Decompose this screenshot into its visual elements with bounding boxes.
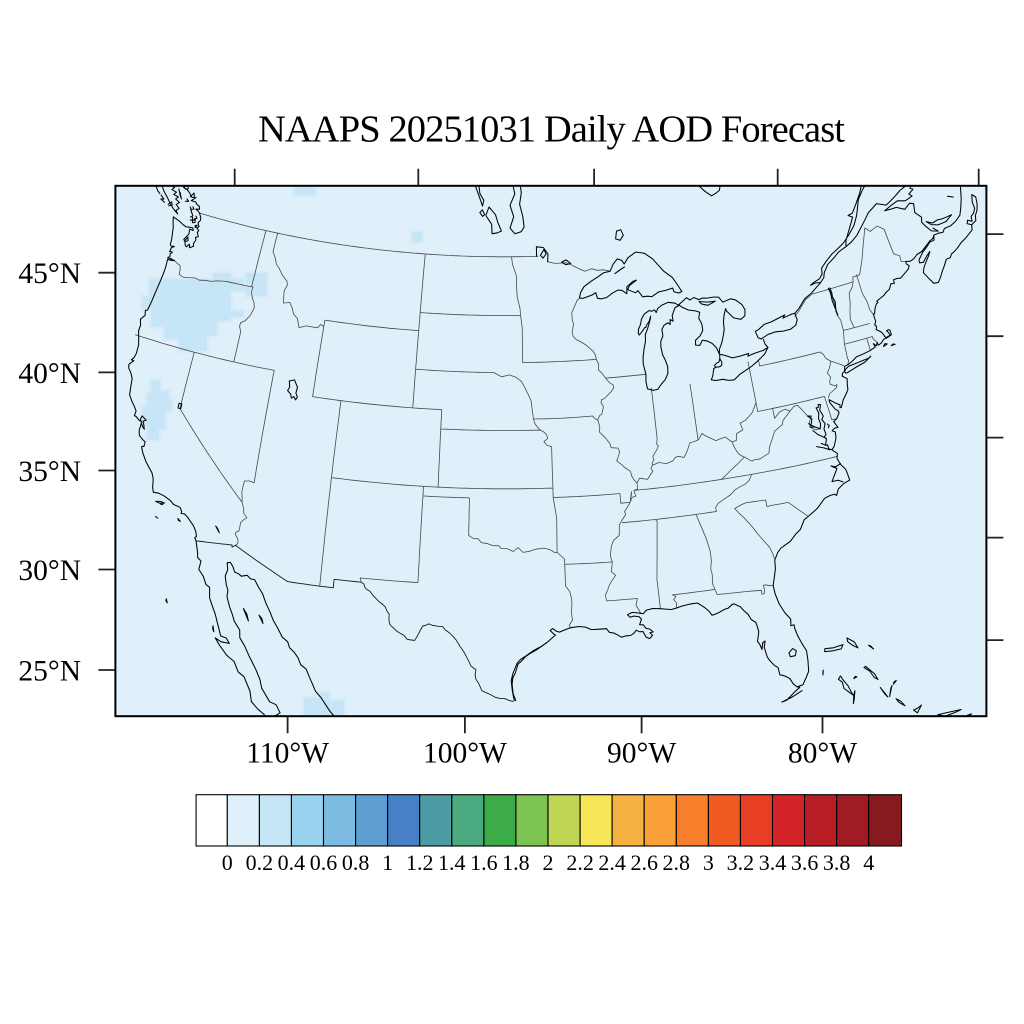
svg-text:25°N: 25°N	[18, 655, 81, 687]
svg-text:3.2: 3.2	[727, 850, 755, 875]
svg-text:2.4: 2.4	[598, 850, 626, 875]
svg-text:3.8: 3.8	[823, 850, 851, 875]
svg-text:2: 2	[543, 850, 554, 875]
svg-text:3.4: 3.4	[759, 850, 787, 875]
svg-text:110°W: 110°W	[246, 737, 329, 769]
svg-text:0.2: 0.2	[246, 850, 274, 875]
svg-text:1.8: 1.8	[502, 850, 530, 875]
svg-text:0.8: 0.8	[342, 850, 370, 875]
svg-text:45°N: 45°N	[18, 258, 81, 290]
svg-text:2.8: 2.8	[663, 850, 691, 875]
svg-text:2.6: 2.6	[630, 850, 658, 875]
svg-text:100°W: 100°W	[423, 737, 507, 769]
svg-text:90°W: 90°W	[607, 737, 676, 769]
svg-text:NAAPS 20251031 Daily AOD Forec: NAAPS 20251031 Daily AOD Forecast	[258, 109, 845, 151]
svg-text:2.2: 2.2	[566, 850, 594, 875]
svg-text:35°N: 35°N	[18, 456, 81, 488]
svg-text:4: 4	[863, 850, 874, 875]
svg-text:0.6: 0.6	[310, 850, 338, 875]
svg-text:0.4: 0.4	[278, 850, 306, 875]
svg-text:40°N: 40°N	[18, 358, 81, 390]
svg-text:80°W: 80°W	[788, 737, 857, 769]
svg-text:1.4: 1.4	[438, 850, 466, 875]
svg-text:30°N: 30°N	[18, 555, 81, 587]
svg-text:0: 0	[222, 850, 233, 875]
svg-text:1: 1	[382, 850, 393, 875]
svg-text:3.6: 3.6	[791, 850, 819, 875]
svg-text:3: 3	[703, 850, 714, 875]
svg-text:1.6: 1.6	[470, 850, 498, 875]
svg-text:1.2: 1.2	[406, 850, 434, 875]
